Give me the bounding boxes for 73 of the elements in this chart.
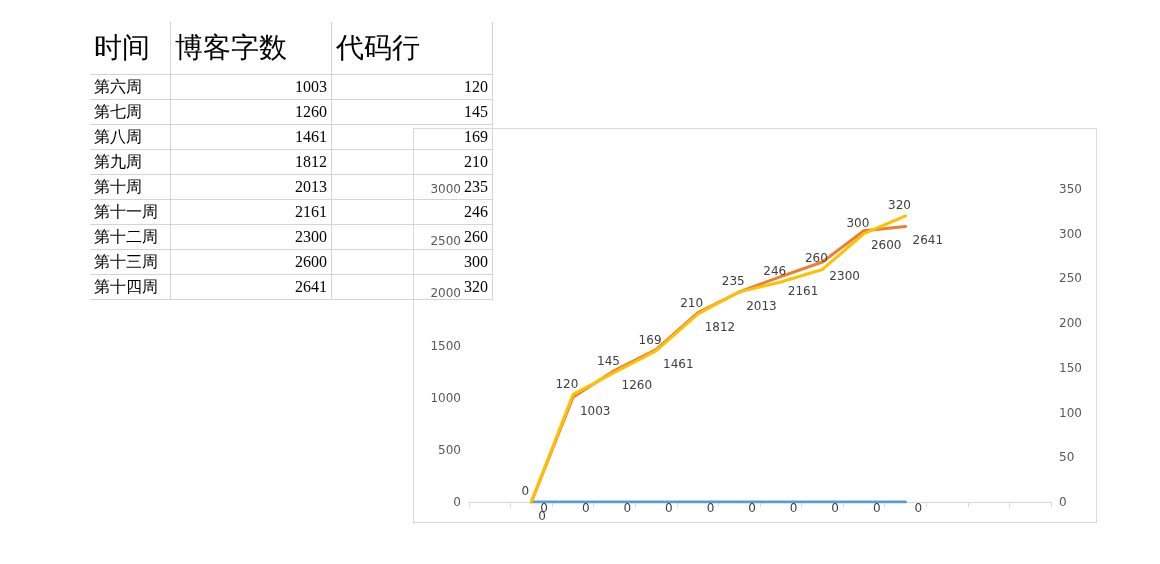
y-tick-label: 1500 [430,338,461,353]
text: 第十一周 [90,199,171,225]
annotation: 246 [331,199,493,225]
text: 120 [331,74,493,100]
y2-tick-label: 100 [1059,405,1082,420]
annotation: 235 [464,178,488,195]
data-label: 2161 [787,283,819,298]
y-tick-label: 0 [453,495,461,509]
y2-tick-label: 150 [1059,360,1082,375]
data-label: 1812 [704,319,736,334]
data-label: 2600 [870,237,902,252]
annotation: 320 [464,278,488,295]
text: 第八周 [90,124,171,150]
data-label: 300 [846,215,870,230]
text: 169 [331,124,493,150]
data-label: 1461 [663,356,694,371]
data-label: 235 [721,273,745,288]
data-label: 145 [597,354,620,369]
y-tick-label: 2000 [430,286,461,301]
data-label: 260 [804,251,828,266]
text: 第十四周 [90,274,171,300]
data-label: 0 [748,501,756,515]
text: 第十三周 [90,249,171,275]
data-label: 1260 [621,377,653,392]
text: 第六周 [90,74,171,100]
data-label: 2013 [746,298,777,313]
data-label: 0 [914,501,923,515]
y2-tick-label: 0 [1059,495,1067,509]
data-label: 0 [623,501,632,515]
y2-tick-label: 200 [1059,316,1082,331]
text: 第十周 [90,174,171,200]
annotation: 300 [331,249,493,275]
text: 1260 [170,99,332,125]
text: 代码行 [331,22,493,75]
data-label: 0 [581,501,590,515]
text: 1812 [170,149,332,175]
text: 第十二周 [90,224,171,250]
y2-tick-label: 50 [1059,450,1075,465]
y2-tick-label: 250 [1059,271,1082,286]
data-label: 1003 [579,404,611,419]
data-label: 0 [789,501,798,515]
text: 时间 [90,22,171,75]
text: 2161 [170,199,332,225]
text: 2600 [170,249,332,275]
text: 210 [331,149,493,175]
data-label: 0 [831,501,839,515]
data-label: 0 [706,501,715,515]
data-label: 246 [763,264,787,279]
text: 第七周 [90,99,171,125]
text: 第九周 [90,149,171,175]
y-tick-label: 1000 [430,390,461,405]
text: 2013 [170,174,332,200]
data-label: 0 [665,501,673,515]
y-tick-label: 3000 [430,182,461,196]
data-label: 169 [638,332,662,347]
data-label: 210 [680,296,704,311]
y2-tick-label: 350 [1059,182,1082,196]
data-label: 320 [888,197,911,212]
text: 145 [331,99,493,125]
text: 2300 [170,224,332,250]
text: 2641 [170,274,332,300]
y-tick-label: 2500 [430,234,461,249]
data-label: 0 [872,501,881,515]
text: 1461 [170,124,332,150]
text: 博客字数 [170,22,332,75]
annotation: 260 [464,228,488,245]
y-tick-label: 500 [438,442,461,457]
data-label: 0 [521,484,530,498]
data-label: 2641 [912,233,944,248]
data-label: 120 [555,376,579,391]
text: 1003 [170,74,332,100]
data-label: 2300 [829,269,860,284]
y2-tick-label: 300 [1059,226,1082,241]
